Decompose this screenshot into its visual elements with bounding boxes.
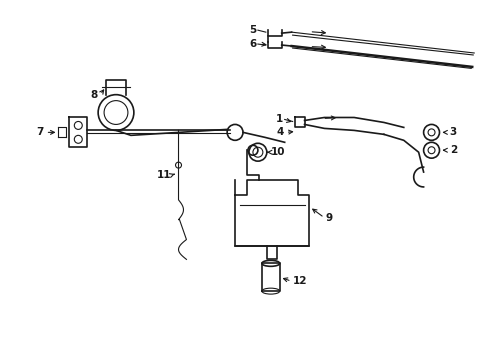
Text: 1: 1	[276, 114, 283, 125]
Text: 7: 7	[36, 127, 43, 138]
Text: 2: 2	[449, 145, 456, 155]
Text: 3: 3	[449, 127, 456, 138]
Text: 4: 4	[275, 127, 283, 138]
Text: 10: 10	[270, 147, 285, 157]
Text: 11: 11	[156, 170, 170, 180]
Text: 5: 5	[249, 25, 256, 35]
Text: 8: 8	[90, 90, 98, 100]
Text: 12: 12	[292, 276, 306, 286]
Text: 9: 9	[325, 213, 332, 223]
Text: 6: 6	[249, 39, 256, 49]
